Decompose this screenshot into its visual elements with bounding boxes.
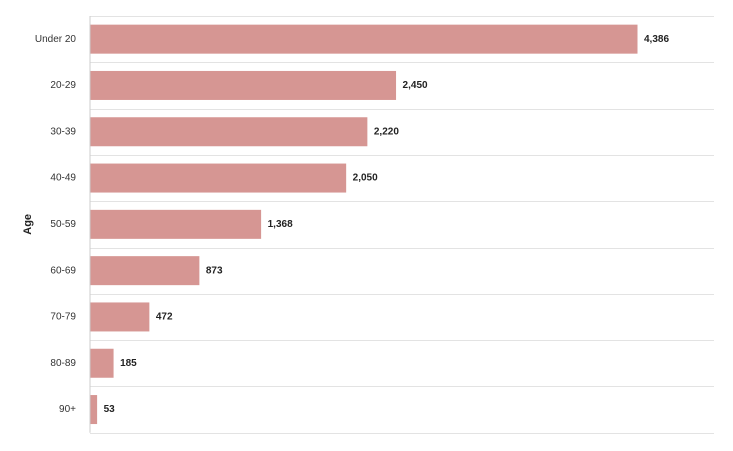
category-label: 40-49 [50,173,76,184]
value-label: 472 [156,312,173,323]
y-axis-title: Age [22,214,34,235]
bar [90,302,150,332]
value-label: 53 [104,404,116,415]
category-label: 50-59 [50,219,76,230]
category-label: Under 20 [35,34,77,45]
value-label: 185 [120,358,137,369]
value-label: 2,450 [403,80,428,91]
grid-lines [90,16,714,434]
category-label: 20-29 [50,80,76,91]
bar [90,256,200,286]
bar [90,117,368,147]
value-label: 2,220 [374,126,399,137]
category-label: 30-39 [50,126,76,137]
category-label: 60-69 [50,265,76,276]
bar [90,163,347,193]
bar [90,395,98,425]
category-labels: Under 20 20-29 30-39 40-49 50-59 60-69 70-79 80… [35,34,77,415]
category-label: 80-89 [50,358,76,369]
value-label: 1,368 [268,219,293,230]
value-label: 2,050 [353,173,378,184]
bars [90,24,638,425]
bar [90,209,262,239]
value-label: 873 [206,265,223,276]
bar [90,348,114,378]
bar [90,70,397,100]
value-label: 4,386 [644,34,669,45]
bar [90,24,638,54]
category-label: 70-79 [50,312,76,323]
value-labels: 4,386 2,450 2,220 2,050 1,368 873 472 185 53 [104,34,670,415]
category-label: 90+ [59,404,76,415]
